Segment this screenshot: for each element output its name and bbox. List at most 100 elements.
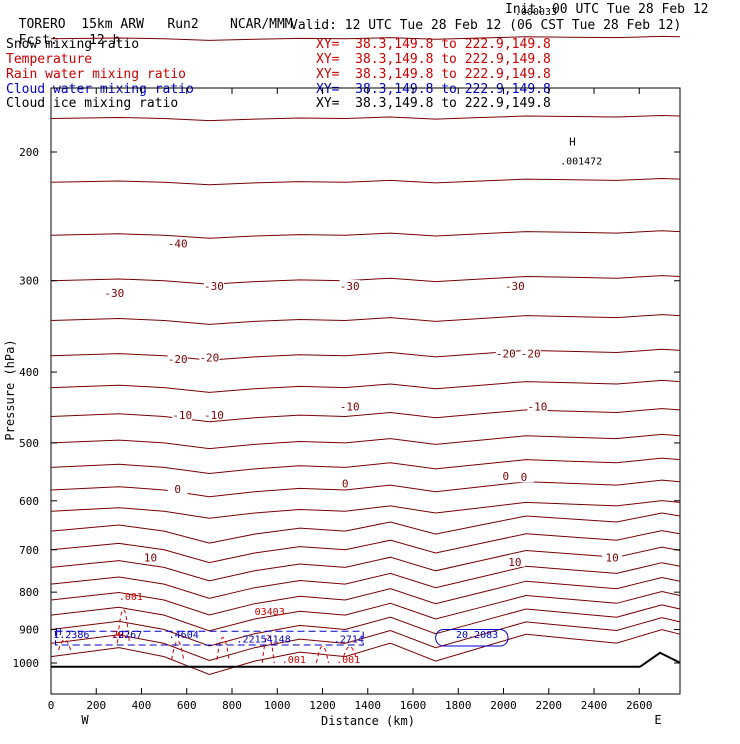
field-xy-rain: XY= 38.3,149.8 to 222.9,149.8 [316,67,551,82]
init-time: Init: 00 UTC Tue 28 Feb 12 [505,2,709,17]
x-tick-label: 1400 [355,699,382,712]
y-tick-label: 400 [19,366,39,379]
isotherm-line [50,348,681,361]
x-tick-label: 1000 [264,699,291,712]
isotherm-line [50,617,681,662]
isotherm-label-bg [172,409,193,421]
model-run: Run2 [167,17,199,32]
isotherm-label-bg [199,351,220,363]
isotherm-line [50,546,681,582]
isotherm-line [50,576,681,616]
cloud-water-contour [55,630,364,646]
isotherm-line [50,479,681,498]
x-tick-label: 1600 [400,699,427,712]
isotherm-line [50,604,681,647]
isotherm-label-bg [339,279,360,291]
temperature-contours: 10 10 100 00 0-10 -10-10 -10-20 -20 -20 -20-30-30… [50,35,681,676]
y-tick-label: 500 [19,437,39,450]
model-org: NCAR/MMM [230,17,293,32]
field-label-cloud-ice: Cloud ice mixing ratio [6,96,179,111]
x-tick-label: 0 [48,699,55,712]
isotherm-line [50,512,681,544]
x-tick-label: 2200 [536,699,563,712]
cloud-water-label: 1.2386 [53,630,89,641]
isotherm-label: -30 [340,280,360,293]
rain-label: .001 [282,655,306,666]
isotherm-label-bg [495,347,516,359]
model-name: TORERO [18,17,66,32]
x-tick-label: 1200 [309,699,336,712]
forecast-hour: Fcst: 12 h [3,18,121,48]
isotherm-label-bg [167,482,188,494]
rain-contour [261,635,275,664]
rain-label: 20 [112,630,124,641]
isotherm-label: -10 [340,401,360,414]
isotherm-label-bg [140,551,161,563]
isotherm-line [50,275,681,285]
moisture-contours: .00103403.001.00120H1.2386.2267.4604.221… [53,7,602,666]
isotherm-line [50,433,681,450]
field-label-temperature: Temperature [6,52,93,67]
isotherm-label: -30 [505,280,525,293]
isotherm-label: -10 [172,409,192,422]
isotherm-line [50,408,681,423]
isotherm-label-bg [520,347,541,359]
isotherm-label: -20 [168,353,188,366]
isotherm-label: 10 [605,551,618,564]
ice-label: .000033 [515,7,557,18]
x-tick-label: 2000 [490,699,517,712]
x-tick-label: 600 [177,699,197,712]
field-xy-cloud-ice: XY= 38.3,149.8 to 222.9,149.8 [316,96,551,111]
isotherm-label-bg [335,477,356,489]
isotherm-label: -20 [199,351,219,364]
fcst-label: Fcst: [18,33,58,48]
ice-maximum-marker: H [569,136,576,149]
x-tick-label: 1800 [445,699,472,712]
field-xy-cloud-water: XY= 38.3,149.8 to 222.9,149.8 [316,82,551,97]
rain-contour [343,646,357,657]
isotherm-line [50,114,681,122]
isotherm-line [50,35,681,41]
field-xy-temperature: XY= 38.3,149.8 to 222.9,149.8 [316,52,551,67]
isotherm-label: 0 [521,471,528,484]
isotherm-line [50,500,681,519]
terrain-bump [639,651,681,668]
cloud-water-label: .22154148 [237,634,291,645]
y-tick-label: 200 [19,146,39,159]
isotherm-label: -10 [528,401,548,414]
axes: 0 200 400 600 800 1000 1200 1400 1600 1800 2000 220… [13,88,680,712]
isotherm-label: 0 [174,483,181,496]
rain-label: .001 [336,655,360,666]
cloud-water-label: H [56,627,62,638]
rain-contour [216,637,230,660]
x-tick-label: 200 [86,699,106,712]
isotherm-label: 0 [342,477,349,490]
isotherm-label: -10 [204,409,224,422]
model-resolution: 15km ARW [81,17,144,32]
isotherm-line [50,230,681,239]
isotherm-label-bg [339,400,360,412]
rain-label: 03403 [255,607,285,618]
field-label-snow: Snow mixing ratio [6,37,140,52]
isotherm-line [50,562,681,599]
x-tick-label: 800 [222,699,242,712]
rain-contour [58,639,72,651]
cloud-water-label: .2714 [334,634,364,645]
isotherm-label: 10 [508,556,521,569]
plot-frame [50,87,681,695]
isotherm-line [50,629,681,676]
isotherm-line [50,379,681,393]
rain-contour [171,640,185,660]
isotherm-line [50,457,681,475]
isotherm-label: 10 [144,551,157,564]
x-axis-title: Distance (km) [321,714,415,728]
cloud-water-label: .2267 [112,630,142,641]
isotherm-label-bg [104,287,125,299]
field-label-rain: Rain water mixing ratio [6,67,187,82]
isotherm-label-bg [167,237,188,249]
x-end-label-west: W [81,713,89,727]
isotherm-label: -30 [104,287,124,300]
x-tick-label: 400 [132,699,152,712]
y-tick-label: 300 [19,275,39,288]
